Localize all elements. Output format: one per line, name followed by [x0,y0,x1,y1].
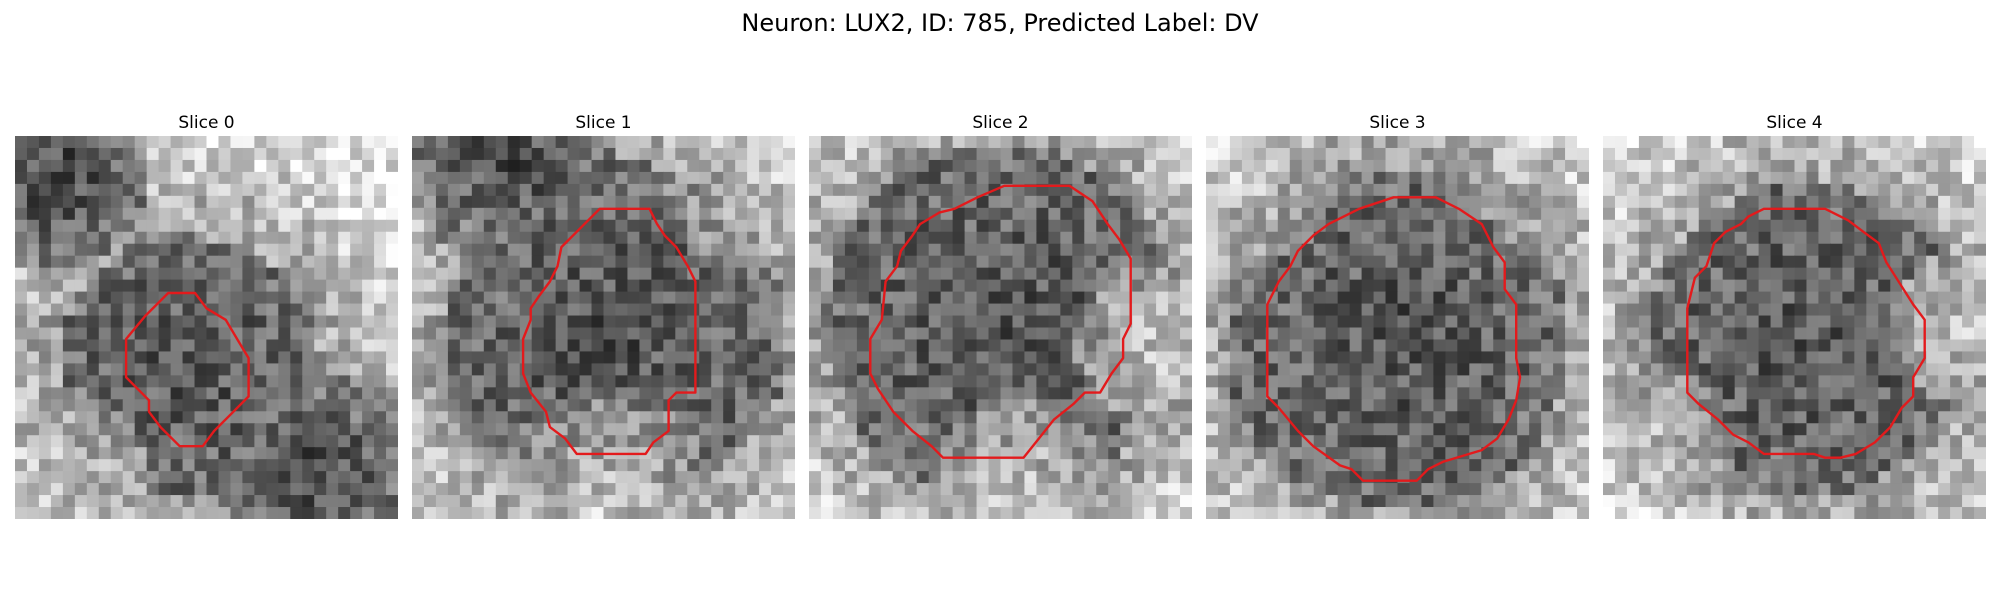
slice-panel-1: Slice 1 [412,110,795,519]
slice-image [1206,136,1589,519]
roi-contour [124,291,250,448]
slice-panel-3: Slice 3 [1206,110,1589,519]
roi-contour [1686,207,1926,459]
roi-contour [869,184,1132,459]
pixel-grid [1603,136,1986,519]
slice-title: Slice 2 [972,113,1029,133]
slice-title: Slice 4 [1766,113,1823,133]
pixel-grid [1206,136,1589,519]
slice-image [412,136,795,519]
pixel-grid [809,136,1192,519]
slice-panel-2: Slice 2 [809,110,1192,519]
slice-image [1603,136,1986,519]
slice-title: Slice 0 [178,113,235,133]
slice-title: Slice 1 [575,113,632,133]
slice-panel-0: Slice 0 [15,110,398,519]
figure-title: Neuron: LUX2, ID: 785, Predicted Label: … [741,9,1259,37]
slice-title: Slice 3 [1369,113,1426,133]
slice-panel-4: Slice 4 [1603,110,1986,519]
slice-image [15,136,398,519]
roi-contour [521,207,697,456]
pixel-grid [15,136,398,519]
pixel-grid [412,136,795,519]
slice-image [809,136,1192,519]
roi-contour [1266,196,1522,482]
